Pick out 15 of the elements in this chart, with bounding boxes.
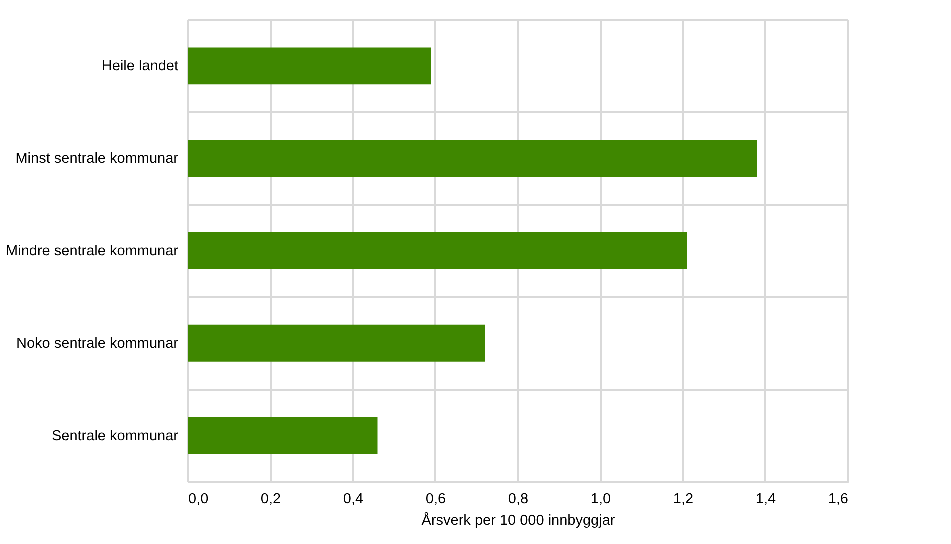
x-tick-label: 0,0	[188, 492, 209, 508]
x-tick-label: 0,6	[426, 492, 446, 508]
x-tick-label: 0,8	[508, 492, 529, 508]
y-tick-label: Mindre sentrale kommunar	[6, 244, 179, 260]
x-tick-label: 1,2	[673, 492, 694, 508]
x-tick-label: 1,6	[828, 492, 848, 508]
y-tick-label: Sentrale kommunar	[52, 428, 179, 444]
x-tick-label: 1,4	[756, 492, 776, 508]
x-tick-label: 1,0	[590, 492, 612, 508]
x-axis-title: Årsverk per 10 000 innbyggjar	[422, 512, 616, 529]
x-tick-label: 0,4	[343, 492, 364, 508]
x-tick-label: 0,2	[260, 492, 282, 508]
y-tick-label: Minst sentrale kommunar	[16, 151, 179, 168]
y-tick-label: Heile landet	[102, 58, 178, 75]
y-tick-label: Noko sentrale kommunar	[16, 336, 179, 352]
